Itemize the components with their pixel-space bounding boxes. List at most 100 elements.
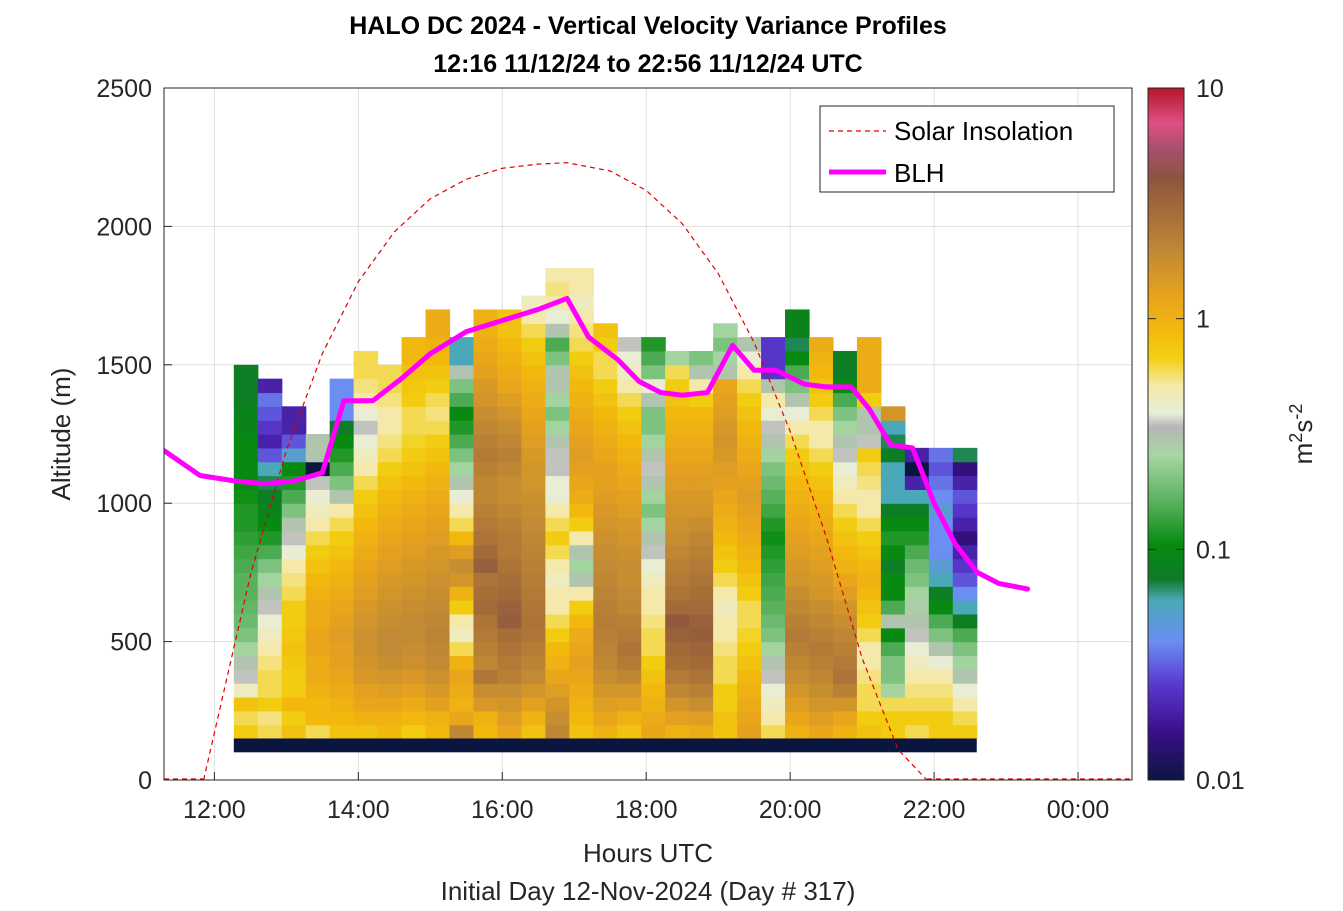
heatmap-cell (545, 544, 570, 560)
heatmap-cell (761, 434, 786, 449)
heatmap-cell (617, 475, 642, 490)
heatmap-cell (377, 627, 403, 643)
heatmap-cell (856, 434, 882, 449)
heatmap-cell (713, 655, 738, 670)
heatmap-cell (377, 724, 403, 740)
heatmap-cell (761, 420, 786, 435)
heatmap-cell (952, 696, 978, 712)
heatmap-cell (473, 530, 499, 546)
heatmap-cell (449, 364, 475, 380)
heatmap-cell (593, 406, 618, 421)
heatmap-cell (497, 544, 523, 560)
heatmap-cell (761, 503, 786, 518)
heatmap-cell (593, 710, 618, 726)
heatmap-cell (425, 503, 451, 518)
heatmap-cell (377, 572, 403, 587)
heatmap-cell (617, 641, 642, 657)
heatmap-cell (832, 600, 858, 615)
heatmap-cell (617, 655, 642, 670)
heatmap-cell (593, 517, 618, 532)
heatmap-cell (856, 586, 882, 601)
heatmap-cell (305, 544, 331, 560)
heatmap-cell (305, 724, 331, 740)
heatmap-cell (473, 447, 499, 463)
heatmap-cell (257, 683, 283, 698)
heatmap-cell (689, 447, 714, 463)
heatmap-cell (689, 696, 714, 712)
heatmap-cell (617, 627, 642, 643)
heatmap-cell (808, 655, 834, 670)
heatmap-cell (593, 392, 618, 407)
heatmap-cell (473, 544, 499, 560)
heatmap-cell (353, 613, 379, 629)
heatmap-cell (233, 447, 259, 463)
heatmap-cell (497, 392, 523, 407)
heatmap-cell (952, 586, 978, 601)
heatmap-cell (473, 627, 499, 643)
heatmap-cell (473, 572, 499, 587)
heatmap-cell (233, 378, 259, 394)
heatmap-cell (689, 724, 714, 740)
heatmap-cell (233, 572, 259, 587)
heatmap-cell (593, 572, 618, 587)
heatmap-cell (856, 683, 882, 698)
heatmap-cell (713, 669, 738, 684)
heatmap-cell (832, 613, 858, 629)
heatmap-cell (545, 475, 570, 490)
heatmap-cell (497, 572, 523, 587)
heatmap-cell (425, 710, 451, 726)
heatmap-cell (928, 655, 954, 670)
heatmap-cell (545, 613, 570, 629)
heatmap-cell (689, 572, 714, 587)
heatmap-cell (856, 489, 882, 504)
heatmap-cell (329, 447, 355, 463)
heatmap-cell (617, 572, 642, 587)
x-tick-label: 14:00 (327, 796, 390, 824)
heatmap-cell (449, 503, 475, 518)
heatmap-cell (569, 696, 594, 712)
heatmap-cell (952, 627, 978, 643)
heatmap-cell (473, 392, 499, 407)
heatmap-cell (737, 669, 762, 684)
heatmap-cell (593, 378, 618, 394)
heatmap-cell (329, 544, 355, 560)
heatmap-cell (689, 669, 714, 684)
heatmap-cell (785, 434, 810, 449)
heatmap-cell (497, 530, 523, 546)
heatmap-cell (665, 420, 690, 435)
heatmap-cell (401, 434, 427, 449)
heatmap-cell (641, 337, 666, 352)
heatmap-cell (761, 683, 786, 698)
y-tick-label: 1500 (96, 352, 152, 380)
heatmap-cell (928, 600, 954, 615)
heatmap-cell (569, 724, 594, 740)
heatmap-cell (569, 364, 594, 380)
heatmap-cell (808, 710, 834, 726)
heatmap-cell (545, 641, 570, 657)
heatmap-cell (281, 683, 307, 698)
heatmap-cell (952, 572, 978, 587)
heatmap-cell (257, 544, 283, 560)
heatmap-cell (689, 655, 714, 670)
heatmap-cell (952, 724, 978, 740)
heatmap-cell (497, 613, 523, 629)
heatmap-cell (761, 613, 786, 629)
heatmap-cell (329, 378, 355, 394)
heatmap-cell (449, 724, 475, 740)
heatmap-cell (880, 489, 906, 504)
heatmap-cell (545, 669, 570, 684)
heatmap-cell (521, 350, 546, 366)
heatmap-cell (856, 627, 882, 643)
heatmap-cell (377, 683, 403, 698)
heatmap-cell (880, 655, 906, 670)
heatmap-cell (473, 378, 499, 394)
heatmap-cell (353, 406, 379, 421)
x-axis-ticks: 12:00 14:00 16:00 18:00 20:00 22:00 00:00 (183, 772, 1109, 824)
heatmap-cell (785, 447, 810, 463)
heatmap-cell (449, 641, 475, 657)
heatmap-cell (689, 503, 714, 518)
heatmap-cell (856, 724, 882, 740)
legend-blh-label: BLH (894, 158, 945, 188)
heatmap-cell (761, 392, 786, 407)
heatmap-cell (329, 530, 355, 546)
